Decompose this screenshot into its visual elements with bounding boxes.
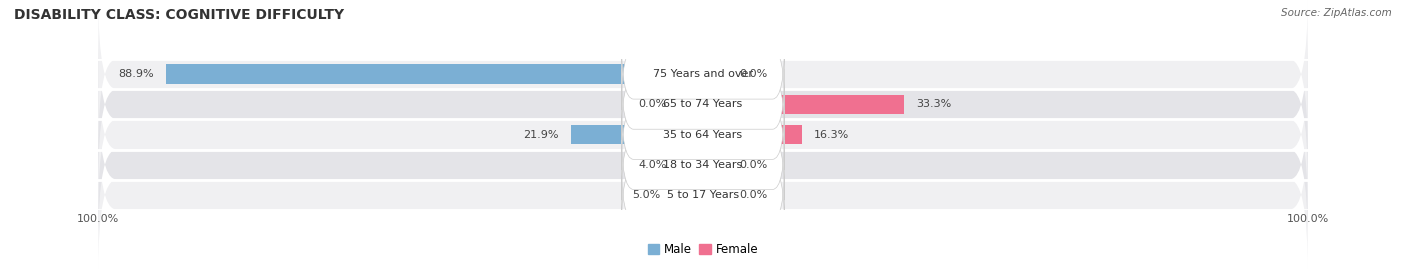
Text: 33.3%: 33.3% xyxy=(917,99,952,109)
FancyBboxPatch shape xyxy=(98,29,1308,180)
FancyBboxPatch shape xyxy=(621,39,785,110)
Legend: Male, Female: Male, Female xyxy=(643,239,763,261)
Text: 0.0%: 0.0% xyxy=(740,69,768,79)
FancyBboxPatch shape xyxy=(621,69,785,140)
Bar xyxy=(571,125,703,144)
Bar xyxy=(672,185,703,204)
Text: 88.9%: 88.9% xyxy=(118,69,153,79)
Text: 75 Years and over: 75 Years and over xyxy=(652,69,754,79)
Text: 0.0%: 0.0% xyxy=(740,190,768,200)
Text: 35 to 64 Years: 35 to 64 Years xyxy=(664,129,742,140)
Text: 21.9%: 21.9% xyxy=(523,129,558,140)
Bar xyxy=(166,65,703,84)
Text: 16.3%: 16.3% xyxy=(814,129,849,140)
FancyBboxPatch shape xyxy=(621,159,785,230)
Bar xyxy=(703,125,801,144)
FancyBboxPatch shape xyxy=(98,0,1308,150)
Bar xyxy=(703,185,734,204)
Text: 0.0%: 0.0% xyxy=(638,99,666,109)
Bar xyxy=(679,155,703,174)
Text: 5 to 17 Years: 5 to 17 Years xyxy=(666,190,740,200)
Bar xyxy=(703,95,904,114)
Bar xyxy=(703,65,734,84)
Text: 0.0%: 0.0% xyxy=(740,160,768,170)
Text: DISABILITY CLASS: COGNITIVE DIFFICULTY: DISABILITY CLASS: COGNITIVE DIFFICULTY xyxy=(14,8,344,22)
Text: Source: ZipAtlas.com: Source: ZipAtlas.com xyxy=(1281,8,1392,18)
Text: 4.0%: 4.0% xyxy=(638,160,666,170)
FancyBboxPatch shape xyxy=(98,89,1308,240)
FancyBboxPatch shape xyxy=(621,129,785,200)
FancyBboxPatch shape xyxy=(98,119,1308,269)
Bar xyxy=(672,95,703,114)
Bar xyxy=(703,155,734,174)
Text: 65 to 74 Years: 65 to 74 Years xyxy=(664,99,742,109)
Text: 18 to 34 Years: 18 to 34 Years xyxy=(664,160,742,170)
FancyBboxPatch shape xyxy=(621,99,785,170)
Text: 5.0%: 5.0% xyxy=(633,190,661,200)
FancyBboxPatch shape xyxy=(98,59,1308,210)
